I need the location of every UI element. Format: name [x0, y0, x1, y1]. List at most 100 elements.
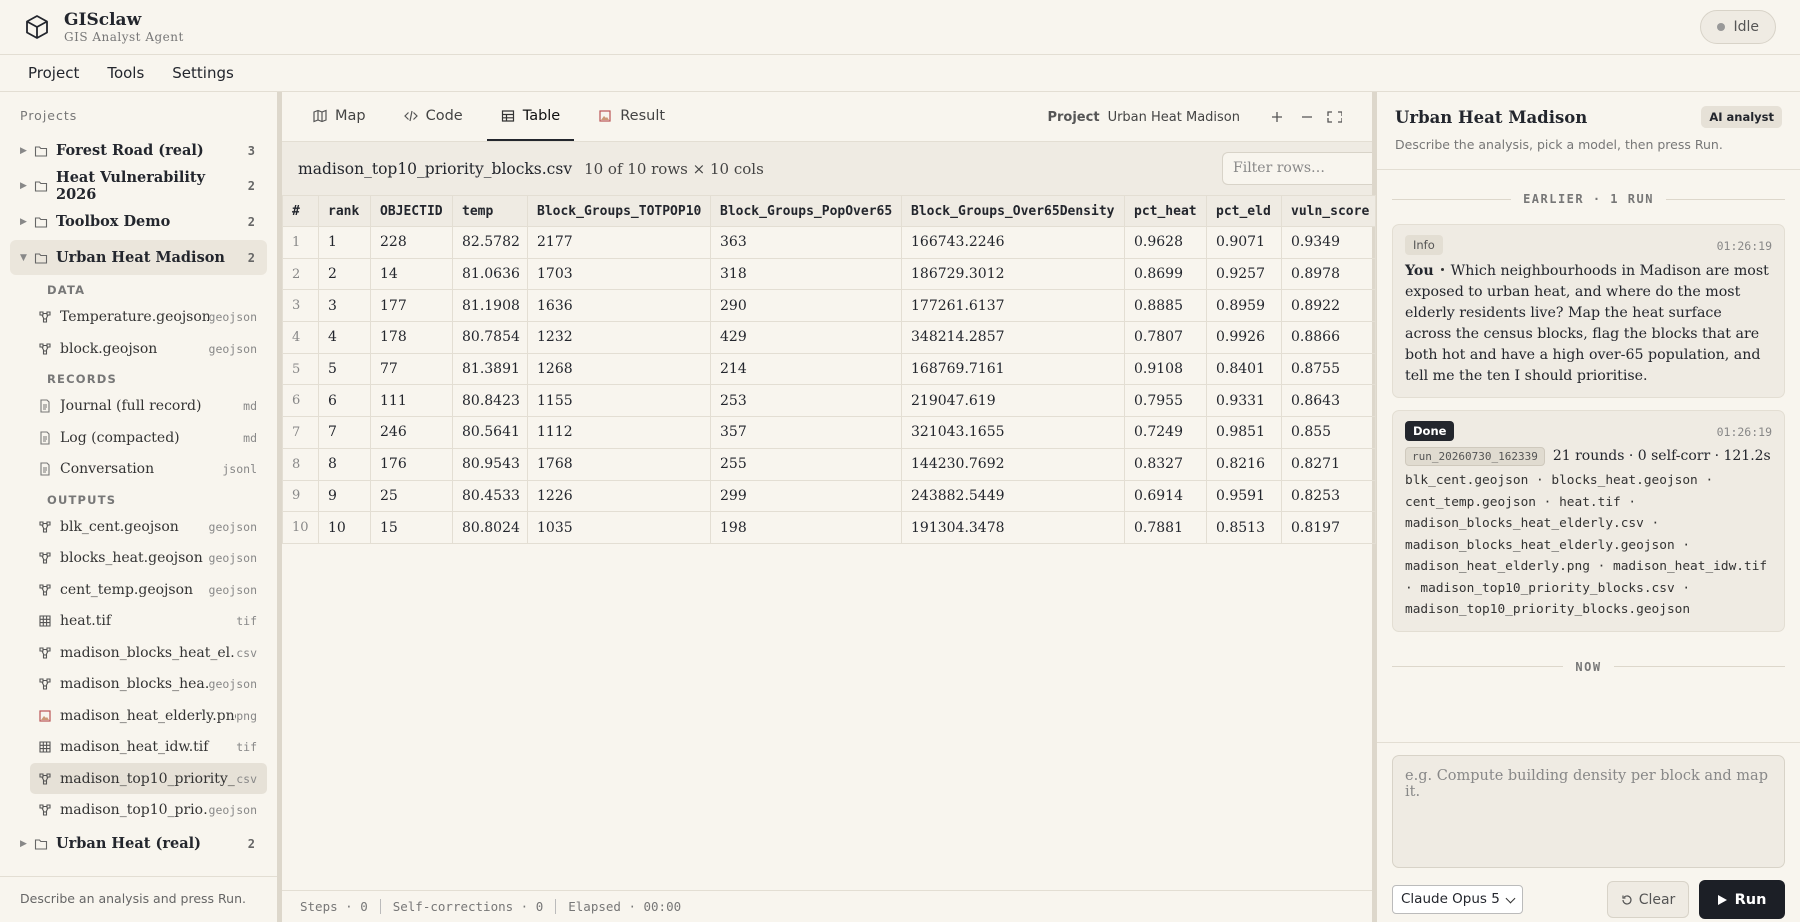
table-cell: 0.8978	[1281, 257, 1376, 291]
folder-icon	[34, 253, 48, 264]
image-icon	[39, 710, 51, 722]
file-ext: png	[236, 708, 257, 723]
column-header: Block_Groups_Over65Density	[901, 195, 1125, 227]
table-cell: 0.9331	[1206, 384, 1282, 418]
column-header: vuln_score	[1281, 195, 1376, 227]
table-cell: 177	[370, 289, 453, 323]
message-feed: EARLIER · 1 RUN Info 01:26:19 You Which nei…	[1377, 170, 1800, 742]
table-cell: 1112	[527, 416, 711, 449]
table-cell: 0.9591	[1206, 479, 1282, 513]
message-text: You Which neighbourhoods in Madison are m…	[1405, 261, 1772, 387]
file-row[interactable]: madison_heat_idw.tif tif	[30, 731, 267, 763]
folder-icon	[34, 146, 48, 157]
file-row[interactable]: madison_heat_elderly.png png	[30, 700, 267, 732]
table-cell: 176	[370, 447, 453, 481]
table-cell: 0.8253	[1281, 479, 1376, 513]
file-name: heat.tif	[60, 613, 112, 630]
file-row[interactable]: cent_temp.geojson geojson	[30, 574, 267, 606]
file-ext: geojson	[208, 341, 257, 356]
caret: ▼	[20, 252, 27, 263]
file-row[interactable]: Journal (full record) md	[30, 390, 267, 422]
table-cell: 246	[370, 416, 453, 449]
table-cell: 348214.2857	[901, 321, 1125, 354]
file-name: madison_heat_elderly.png	[60, 707, 237, 724]
project-row[interactable]: ▶ Toolbox Demo 2	[10, 204, 267, 240]
file-row[interactable]: blocks_heat.geojson geojson	[30, 542, 267, 574]
project-name: Urban Heat (real)	[56, 835, 201, 853]
file-row[interactable]: Log (compacted) md	[30, 422, 267, 454]
file-row[interactable]: Conversation jsonl	[30, 453, 267, 485]
tab[interactable]: Code	[390, 92, 477, 141]
file-row[interactable]: blk_cent.geojson geojson	[30, 511, 267, 543]
agent-panel: Urban Heat Madison AI analyst Describe the…	[1377, 92, 1800, 922]
menu-item[interactable]: Project	[28, 64, 80, 82]
table-cell: 1	[282, 226, 319, 259]
filter-input[interactable]: Filter rows…	[1222, 152, 1372, 185]
file-row[interactable]: Temperature.geojson geojson	[30, 301, 267, 333]
project-row[interactable]: ▶ Forest Road (real) 3	[10, 133, 267, 169]
run-stats: 21 rounds · 0 self-corr · 121.2s	[1552, 448, 1771, 464]
clear-button[interactable]: Clear	[1607, 881, 1689, 918]
header-row: # rank OBJECTID temp Block_Groups_TOTPOP10 Bl…	[282, 195, 1376, 227]
table-body: 1 1 228 82.5782 2177 363 166743.2246 0.9628 0.90…	[282, 226, 1376, 544]
tab[interactable]: Table	[486, 92, 575, 141]
file-name: blk_cent.geojson	[60, 518, 179, 535]
project-count: 2	[247, 179, 255, 194]
file-row[interactable]: madison_top10_prio… geojson	[30, 794, 267, 826]
table-cell: 144230.7692	[901, 447, 1125, 481]
tab-label: Map	[335, 107, 366, 124]
doc-icon	[40, 399, 50, 413]
table-cell: 0.7807	[1124, 321, 1207, 354]
file-ext: geojson	[208, 551, 257, 566]
message-tag: Info	[1405, 235, 1443, 255]
table-cell: 80.8024	[452, 511, 528, 544]
table-cell: 3	[282, 289, 319, 323]
table-cell: 4	[282, 321, 319, 354]
project-row[interactable]: ▼ Urban Heat Madison 2	[10, 239, 267, 276]
tab[interactable]: Result	[584, 92, 679, 141]
project-name: Toolbox Demo	[56, 213, 171, 231]
file-name: Journal (full record)	[60, 398, 202, 415]
menu-item[interactable]: Tools	[107, 64, 145, 82]
menu-bar: Project Tools Settings	[0, 55, 1800, 92]
column-header: #	[282, 195, 319, 227]
tab[interactable]: Map	[299, 92, 380, 141]
project-count: 2	[247, 214, 255, 229]
menu-item[interactable]: Settings	[172, 64, 234, 82]
run-label: Run	[1734, 891, 1767, 908]
file-row[interactable]: block.geojson geojson	[30, 333, 267, 365]
model-select[interactable]: Claude Opus 5	[1392, 885, 1523, 914]
file-row[interactable]: madison_blocks_heat_el… csv	[30, 637, 267, 669]
file-name: Temperature.geojson	[60, 309, 209, 326]
file-row[interactable]: madison_top10_priority_… csv	[30, 762, 267, 795]
table-cell: 4	[318, 321, 371, 354]
message-tag: Done	[1405, 421, 1455, 441]
file-ext: md	[243, 430, 257, 445]
table-cell: 1232	[527, 321, 711, 354]
prompt-input[interactable]: e.g. Compute building density per block …	[1392, 755, 1785, 868]
run-id: run_20260730_162339	[1405, 447, 1545, 466]
project-count: 2	[247, 250, 255, 265]
table-cell: 1035	[527, 511, 711, 544]
table-cell: 80.4533	[452, 479, 528, 513]
caret: ▶	[20, 838, 27, 849]
file-row[interactable]: madison_blocks_hea… geojson	[30, 668, 267, 700]
table-row: 10 10 15 80.8024 1035 198 191304.3478 0.7881 0.8…	[282, 511, 1376, 544]
project-row[interactable]: ▶ Urban Heat (real) 2	[10, 826, 267, 862]
file-row[interactable]: heat.tif tif	[30, 605, 267, 637]
sidebar-footer: Describe an analysis and press Run.	[0, 876, 277, 922]
table-cell: 214	[710, 352, 902, 386]
message-time: 01:26:19	[1716, 425, 1772, 439]
run-button[interactable]: Run	[1699, 880, 1785, 919]
window-controls[interactable]	[1272, 110, 1342, 124]
tab-label: Table	[522, 107, 561, 124]
table-cell: 290	[710, 289, 902, 323]
data-table: # rank OBJECTID temp Block_Groups_TOTPOP10 Bl…	[282, 195, 1376, 544]
table-icon	[501, 109, 514, 122]
table-cell: 0.8216	[1206, 447, 1282, 481]
project-row[interactable]: ▶ Heat Vulnerability 2026 2	[10, 169, 267, 205]
table-cell: 299	[710, 479, 902, 513]
caret: ▶	[20, 216, 27, 227]
image-icon	[599, 109, 611, 122]
divider-earlier: EARLIER · 1 RUN	[1392, 192, 1785, 206]
